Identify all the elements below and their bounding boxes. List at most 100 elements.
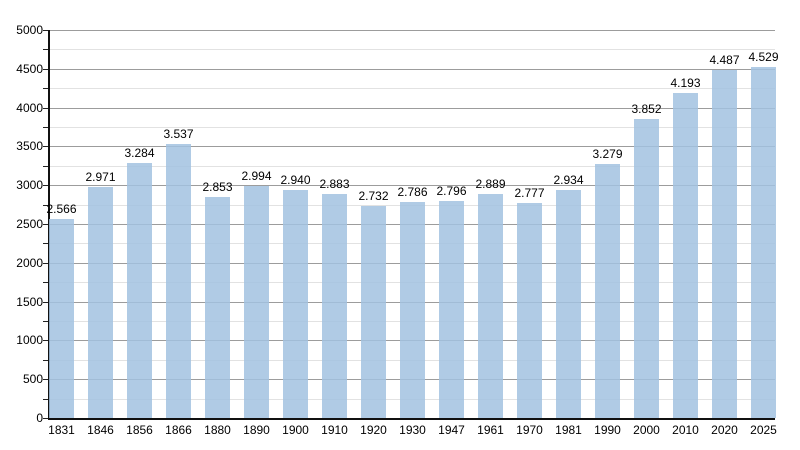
x-axis-label: 1990 [594,423,621,437]
y-axis-label: 4500 [16,61,43,76]
bar-1866 [166,143,191,418]
x-axis-label: 1910 [321,423,348,437]
y-axis-tick [43,243,48,245]
y-axis-label: 2500 [16,217,43,231]
bar-value-label: 2.971 [85,170,116,185]
y-axis-label: 5000 [16,23,43,37]
y-axis-tick [43,301,48,303]
y-axis-tick [43,204,48,206]
bar-value-label: 3.279 [592,146,623,161]
major-gridline [48,68,775,70]
bar-1947 [439,201,464,418]
bar-value-label: 2.853 [202,179,233,194]
y-axis-tick [43,165,48,167]
x-axis-label: 1947 [438,423,465,437]
x-axis-label: 1961 [477,423,504,437]
bar-1831 [49,218,74,418]
y-axis-tick [43,88,48,90]
y-axis-tick [43,30,48,31]
y-axis-tick [43,340,48,342]
x-axis-label: 1970 [516,423,543,437]
bar-value-label: 2.796 [436,184,467,199]
bar-2020 [712,69,737,418]
bar-value-label: 2.777 [514,185,545,200]
y-axis-label: 0 [36,411,43,425]
x-axis-label: 1846 [87,423,114,437]
y-axis-label: 3500 [16,139,43,154]
x-axis-label: 1866 [165,423,192,437]
x-axis-label: 1981 [555,423,582,437]
x-axis-label: 1890 [243,423,270,437]
bar-1930 [400,201,425,418]
minor-gridline [48,88,775,90]
bar-1970 [517,202,542,418]
y-axis-tick [43,359,48,361]
bar-value-label: 3.537 [163,126,194,141]
y-axis-tick [43,262,48,264]
bar-value-label: 2.883 [319,177,350,192]
bar-value-label: 2.566 [46,201,77,216]
y-axis-tick [43,398,48,400]
bar-1880 [205,196,230,418]
bar-value-label: 4.529 [748,49,779,64]
y-axis-tick [43,127,48,128]
bar-1856 [127,163,152,418]
y-axis-tick [43,185,48,187]
x-axis-label: 2010 [672,423,699,437]
bar-value-label: 2.994 [241,168,272,183]
minor-gridline [48,127,775,128]
y-axis-tick [43,146,48,148]
y-axis [48,30,50,418]
y-axis-tick [43,107,48,109]
minor-gridline [48,165,775,167]
bar-value-label: 2.934 [553,173,584,188]
major-gridline [48,185,775,187]
bar-1990 [595,163,620,418]
bar-1920 [361,205,386,418]
y-axis-tick [43,418,48,419]
x-axis-label: 1831 [48,423,75,437]
y-axis-label: 1000 [16,333,43,348]
bar-2000 [634,119,659,418]
bar-value-label: 2.889 [475,176,506,191]
x-axis-label: 1900 [282,423,309,437]
y-axis-tick [43,321,48,322]
y-axis-tick [43,282,48,284]
x-axis-label: 2025 [750,423,777,437]
y-axis-tick [43,68,48,70]
bar-value-label: 4.193 [670,75,701,90]
y-axis-tick [43,379,48,381]
x-axis-label: 1880 [204,423,231,437]
y-axis-tick [43,49,48,51]
major-gridline [48,146,775,148]
x-axis-label: 2000 [633,423,660,437]
y-axis-label: 2000 [16,255,43,270]
y-axis-label: 4000 [16,100,43,115]
bar-value-label: 4.487 [709,52,740,67]
x-axis-label: 1856 [126,423,153,437]
bar-1900 [283,189,308,418]
minor-gridline [48,49,775,51]
major-gridline [48,30,775,31]
major-gridline [48,107,775,109]
bar-value-label: 3.852 [631,102,662,117]
bar-1981 [556,190,581,418]
bar-value-label: 2.786 [397,184,428,199]
x-axis-label: 1930 [399,423,426,437]
bar-value-label: 2.732 [358,188,389,203]
x-axis [48,418,775,420]
bar-1846 [88,187,113,418]
bar-2025 [751,66,776,418]
y-axis-label: 500 [22,372,43,387]
bar-1890 [244,185,269,418]
y-axis-label: 3000 [16,178,43,193]
y-axis-label: 1500 [16,294,43,309]
bar-1961 [478,193,503,418]
bar-value-label: 2.940 [280,172,311,187]
x-axis-label: 2020 [711,423,738,437]
x-axis-label: 1920 [360,423,387,437]
bar-1910 [322,194,347,418]
bar-2010 [673,92,698,418]
bar-value-label: 3.284 [124,146,155,161]
